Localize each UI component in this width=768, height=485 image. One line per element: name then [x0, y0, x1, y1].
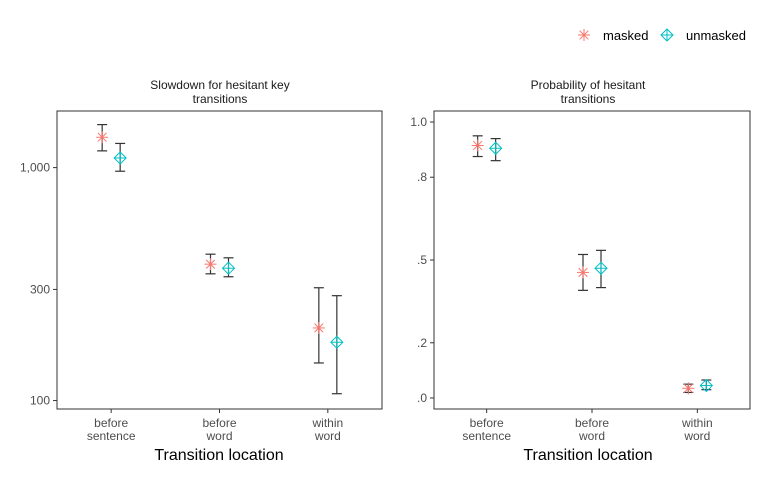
data-point-masked	[682, 382, 695, 395]
data-point-masked	[577, 266, 589, 279]
x-tick-label: within	[311, 416, 343, 430]
legend-entry-masked: masked	[578, 28, 649, 43]
data-point-masked	[204, 258, 217, 271]
legend-label-masked: masked	[603, 28, 649, 43]
panel-title-line2: transitions	[193, 92, 248, 106]
data-point-unmasked	[221, 261, 236, 275]
panel-title-line1: Probability of hesitant	[531, 78, 646, 92]
x-tick-label: word	[205, 429, 232, 443]
x-tick-label: before	[470, 416, 504, 430]
data-point-unmasked	[113, 151, 127, 165]
x-tick-label: within	[681, 416, 713, 430]
y-tick-label: 1,000	[20, 161, 50, 175]
legend-key-masked-icon	[578, 29, 590, 41]
legend-entry-unmasked: unmasked	[660, 28, 746, 43]
data-point-unmasked	[699, 378, 714, 393]
panel-marks: .0.2.5.81.0beforesentencebeforewordwithi…	[410, 115, 714, 443]
legend-label-unmasked: unmasked	[686, 28, 746, 43]
panel-marks: 1003001,000beforesentencebeforewordwithi…	[20, 123, 344, 443]
y-tick-label: .2	[417, 336, 427, 350]
data-point-unmasked	[488, 141, 503, 155]
x-axis-title: Transition location	[154, 447, 283, 464]
y-tick-label: 300	[30, 282, 50, 296]
data-point-masked	[96, 131, 109, 144]
x-tick-label: sentence	[462, 429, 511, 443]
panel-title-line1: Slowdown for hesitant key	[150, 78, 289, 92]
panel-probability: Probability of hesitant transitions .0 .2…	[410, 78, 751, 464]
legend-key-masked-shape	[578, 29, 590, 41]
y-tick-label: 1.0	[410, 115, 427, 129]
x-tick-label: word	[578, 429, 605, 443]
x-tick-label: before	[94, 416, 128, 430]
y-tick-label: .5	[417, 253, 427, 267]
data-point-masked	[471, 139, 484, 152]
x-tick-label: sentence	[87, 429, 136, 443]
x-tick-label: word	[683, 429, 710, 443]
panel-title-line2: transitions	[561, 92, 616, 106]
x-tick-label: before	[575, 416, 609, 430]
legend: masked unmasked	[578, 28, 746, 43]
x-axis-title: Transition location	[523, 447, 652, 464]
x-tick-label: before	[202, 416, 236, 430]
y-tick-label: .0	[417, 391, 427, 405]
x-tick-label: word	[314, 429, 341, 443]
panel-slowdown: Slowdown for hesitant key transitions 10…	[20, 78, 383, 464]
data-point-unmasked	[330, 335, 344, 349]
panel-frame	[433, 110, 751, 410]
legend-key-unmasked-icon	[660, 28, 674, 42]
y-tick-label: .8	[417, 170, 427, 184]
data-point-masked	[312, 321, 325, 334]
legend-key-unmasked-shape	[660, 28, 674, 42]
y-tick-label: 100	[30, 394, 50, 408]
data-point-unmasked	[594, 261, 608, 275]
panel-frame	[56, 110, 383, 410]
